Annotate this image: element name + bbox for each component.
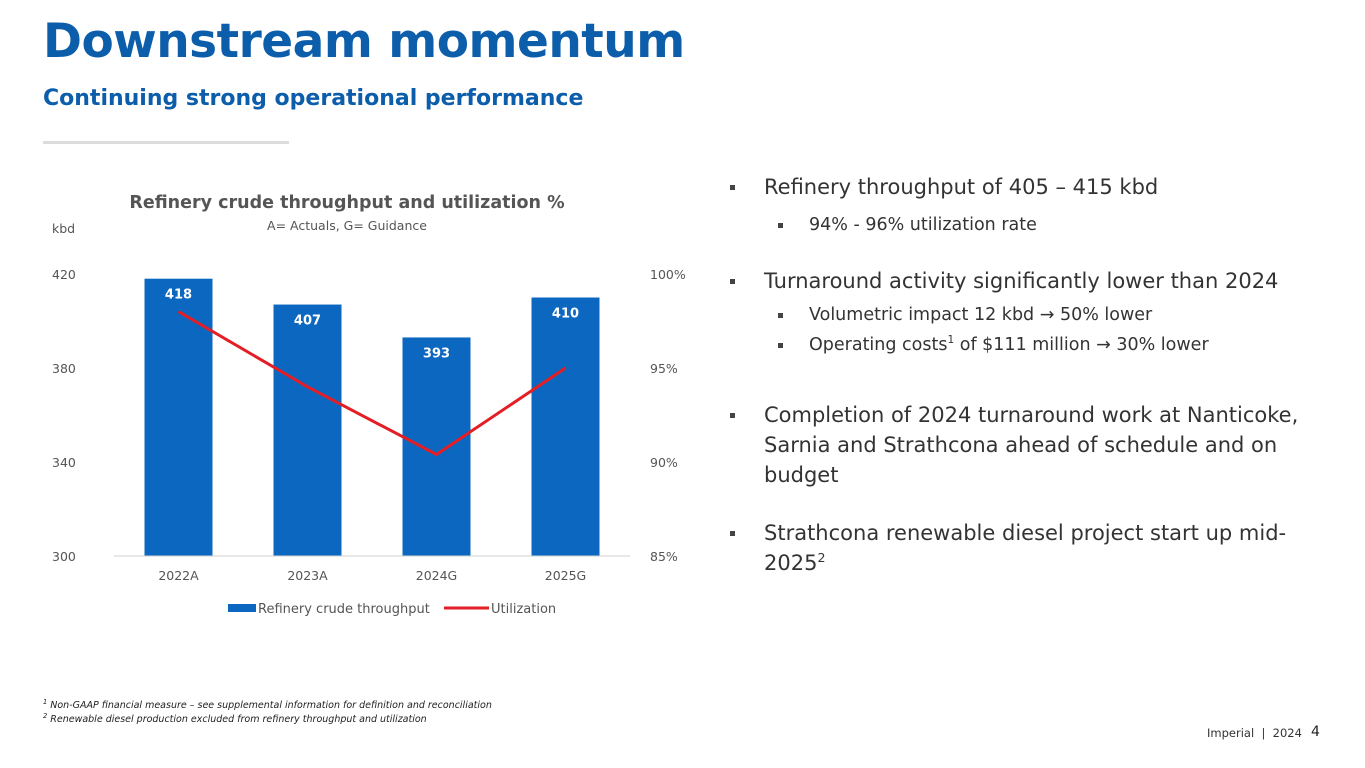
bar-data-label: 407 [294, 314, 321, 329]
highlights-list: Refinery throughput of 405 – 415 kbd 94%… [728, 172, 1328, 578]
y2-tick-label: 85% [650, 549, 678, 564]
utilization-line [177, 310, 567, 457]
refinery-chart: Refinery crude throughput and utilizatio… [52, 193, 686, 617]
sub-bullet-volumetric: Volumetric impact 12 kbd → 50% lower [728, 302, 1328, 328]
footnote-ref-2: 2 [817, 550, 826, 565]
x-tick-label: 2024G [416, 568, 458, 583]
bar-data-label: 393 [423, 346, 450, 361]
legend-swatch-throughput [228, 604, 256, 612]
sub-bullet-utilization: 94% - 96% utilization rate [728, 212, 1328, 238]
y2-tick-label: 100% [650, 267, 686, 282]
page-title: Downstream momentum [43, 14, 685, 69]
y2-tick-label: 90% [650, 455, 678, 470]
footnote-1: 1 Non-GAAP financial measure – see suppl… [43, 699, 492, 713]
y-tick-label: 300 [52, 549, 76, 564]
operating-costs-value: of $111 million → 30% lower [954, 335, 1209, 355]
legend-label-throughput: Refinery crude throughput [258, 602, 430, 617]
bar-2023A [273, 304, 342, 556]
y-axis-label: kbd [52, 221, 75, 236]
chart-subtitle: A= Actuals, G= Guidance [267, 218, 427, 233]
y-tick-label: 420 [52, 267, 76, 282]
bullet-turnaround: Turnaround activity significantly lower … [728, 266, 1328, 296]
x-tick-label: 2025G [545, 568, 587, 583]
footnote-ref-1: 1 [947, 334, 955, 347]
operating-costs-text: Operating costs [809, 335, 948, 355]
page-number: 4 [1311, 724, 1320, 740]
footnote-2-text: Renewable diesel production excluded fro… [47, 714, 427, 725]
y2-tick-label: 95% [650, 361, 678, 376]
title-divider [43, 141, 289, 144]
footnote-2: 2 Renewable diesel production excluded f… [43, 713, 492, 727]
page-subtitle: Continuing strong operational performanc… [43, 86, 584, 111]
bullet-throughput: Refinery throughput of 405 – 415 kbd [728, 172, 1328, 202]
y-tick-label: 380 [52, 361, 76, 376]
bar-2022A [144, 278, 213, 556]
bullet-completion: Completion of 2024 turnaround work at Na… [728, 400, 1328, 490]
bar-data-label: 418 [165, 288, 192, 303]
chart-legend: Refinery crude throughput Utilization [228, 602, 556, 617]
footnote-1-text: Non-GAAP financial measure – see supplem… [47, 700, 492, 711]
x-tick-label: 2022A [158, 568, 199, 583]
footnotes: 1 Non-GAAP financial measure – see suppl… [43, 699, 492, 727]
footnote-2-mark: 2 [43, 711, 48, 720]
bar-data-label: 410 [552, 307, 579, 322]
x-tick-label: 2023A [287, 568, 328, 583]
bullet-renewable-diesel: Strathcona renewable diesel project star… [728, 518, 1328, 578]
y-tick-label: 340 [52, 455, 76, 470]
footnote-1-mark: 1 [43, 697, 48, 706]
chart-title: Refinery crude throughput and utilizatio… [129, 193, 564, 213]
legend-label-utilization: Utilization [491, 602, 556, 617]
bar-2024G [402, 337, 471, 556]
footer-brand: Imperial | 2024 [1207, 726, 1302, 740]
sub-bullet-operating-costs: Operating costs1 of $111 million → 30% l… [728, 332, 1328, 358]
renewable-diesel-text: Strathcona renewable diesel project star… [764, 521, 1287, 575]
bar-2025G [531, 297, 600, 556]
